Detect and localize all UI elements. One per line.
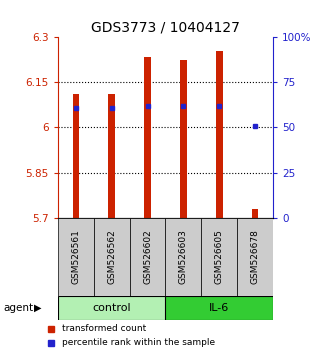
Bar (166, 296, 273, 320)
Bar (166, 218, 201, 296)
Bar (130, 218, 166, 296)
Bar (216, 51, 222, 218)
Text: GSM526605: GSM526605 (215, 229, 224, 284)
Bar (180, 60, 187, 218)
Text: control: control (92, 303, 131, 313)
Bar (109, 94, 115, 218)
Bar (58, 218, 94, 296)
Text: IL-6: IL-6 (209, 303, 229, 313)
Bar (72, 94, 79, 218)
Bar (144, 57, 151, 218)
Text: GSM526562: GSM526562 (107, 229, 116, 284)
Text: GSM526561: GSM526561 (71, 229, 80, 284)
Bar (94, 218, 130, 296)
Bar (252, 209, 259, 218)
Text: ▶: ▶ (34, 303, 42, 313)
Text: GSM526603: GSM526603 (179, 229, 188, 284)
Text: percentile rank within the sample: percentile rank within the sample (62, 338, 215, 347)
Bar (201, 218, 237, 296)
Bar (237, 218, 273, 296)
Text: GSM526678: GSM526678 (251, 229, 260, 284)
Bar (58, 296, 166, 320)
Text: transformed count: transformed count (62, 324, 147, 333)
Text: GSM526602: GSM526602 (143, 229, 152, 284)
Text: agent: agent (3, 303, 33, 313)
Title: GDS3773 / 10404127: GDS3773 / 10404127 (91, 21, 240, 35)
